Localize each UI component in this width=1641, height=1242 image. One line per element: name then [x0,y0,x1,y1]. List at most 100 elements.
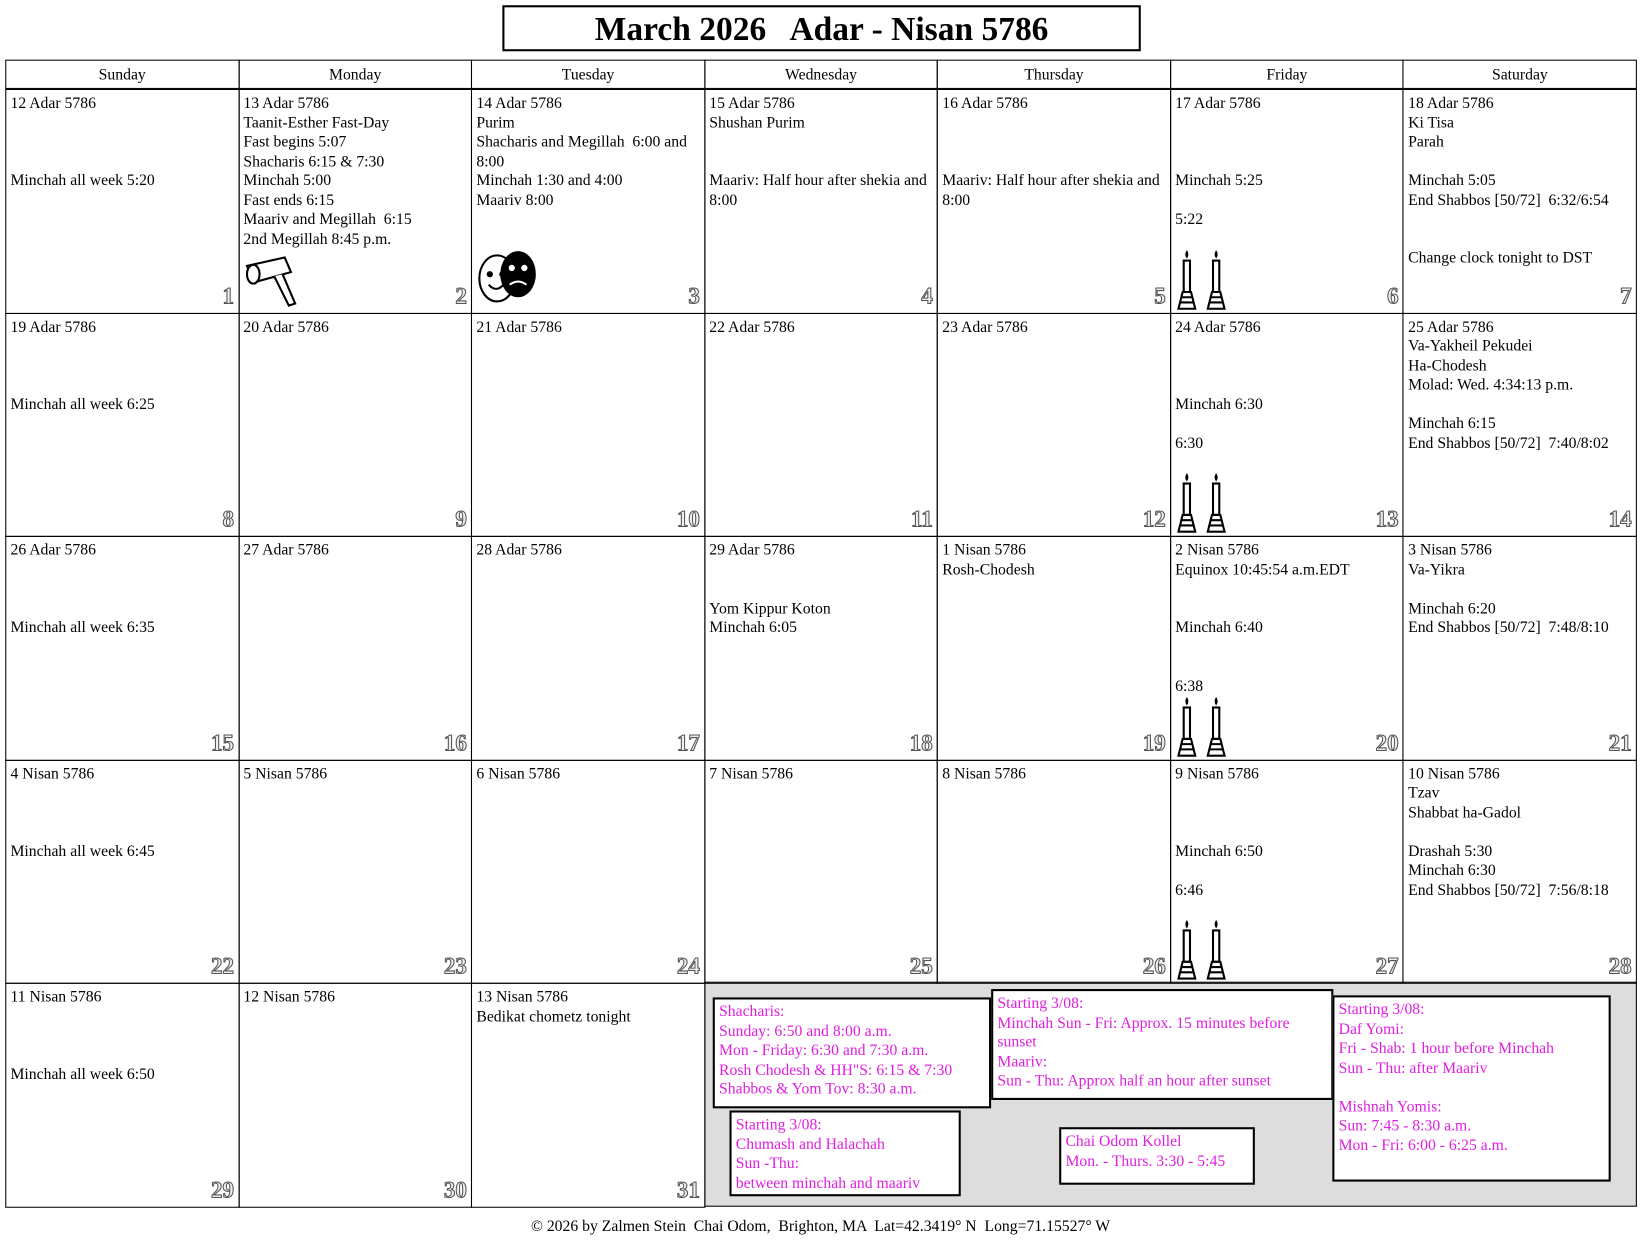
cell-line: End Shabbos [50/72] 7:48/8:10 [1408,619,1609,637]
day-cell: 12 Adar 5786 Minchah all week 5:20 1 [5,88,240,314]
cell-line: Minchah 6:15 [1408,415,1496,433]
day-cell: 26 Adar 5786 Minchah all week 6:35 15 [5,535,240,761]
weekday-header: Monday [238,59,473,89]
cell-line: Bedikat chometz tonight [476,1008,631,1026]
cell-line: Maariv: Half hour after shekia and 8:00 [942,172,1164,209]
day-number: 26 [1142,952,1166,979]
hebrew-date: 27 Adar 5786 [243,542,329,559]
cell-line: Va-Yikra [1408,561,1465,579]
cell-line: Minchah all week 6:25 [10,396,155,413]
day-cell: 3 Nisan 5786 Va-Yikra Minchah 6:20 End Shab… [1402,535,1637,761]
day-number: 12 [1142,505,1166,532]
day-cell: 17 Adar 5786 Minchah 5:25 5:22 6 [1169,88,1404,314]
day-number: 9 [455,505,468,532]
day-cell: 27 Adar 5786 16 [238,535,473,761]
hebrew-date: 13 Adar 5786 [243,95,329,112]
hebrew-date: 8 Nisan 5786 [942,765,1026,783]
cell-line: Minchah 6:05 [709,619,797,637]
weekday-header: Saturday [1402,59,1637,89]
cell-line: 6:38 [1175,677,1204,695]
day-number: 5 [1154,282,1167,309]
day-number: 20 [1375,728,1399,756]
cell-line: End Shabbos [50/72] 7:56/8:18 [1408,881,1609,899]
shabbat-candles-icon [1176,696,1226,757]
hebrew-date: 13 Nisan 5786 [476,989,568,1006]
day-number: 3 [688,282,701,309]
hebrew-date: 25 Adar 5786 [1408,318,1494,336]
hebrew-date: 21 Adar 5786 [476,318,562,336]
day-cell: 6 Nisan 5786 24 [471,759,706,984]
cell-line: Minchah all week 5:20 [10,172,155,190]
day-cell: 16 Adar 5786 Maariv: Half hour after shek… [937,88,1171,314]
note-box: Chai Odom Kollel Mon. - Thurs. 3:30 - 5:4… [1059,1127,1255,1185]
hebrew-date: 5 Nisan 5786 [243,765,328,783]
hebrew-date: 16 Adar 5786 [942,95,1028,112]
cell-line: 6:30 [1175,434,1204,452]
day-number: 29 [210,1175,234,1203]
day-number: 13 [1375,505,1399,532]
note-line: Sun - Thu: Approx half an hour after sun… [997,1072,1271,1090]
day-number: 16 [443,728,467,756]
cell-line: Minchah 6:20 [1408,600,1496,617]
hebrew-date: 18 Adar 5786 [1408,95,1494,112]
day-cell: 23 Adar 5786 12 [937,312,1171,537]
hebrew-date: 29 Adar 5786 [709,542,795,559]
day-cell: 25 Adar 5786 Va-Yakheil Pekudei Ha-Chodesh… [1402,312,1637,537]
day-number: 23 [443,952,467,979]
hebrew-date: 10 Nisan 5786 [1408,765,1500,783]
note-line: Starting 3/08: [735,1116,822,1134]
day-cell: 2 Nisan 5786 Equinox 10:45:54 a.m.EDT Minc… [1169,535,1404,761]
hebrew-date: 4 Nisan 5786 [10,765,95,783]
day-number: 7 [1620,282,1633,309]
day-cell: 19 Adar 5786 Minchah all week 6:25 8 [5,312,240,537]
cell-line: Minchah 6:30 [1408,862,1496,880]
day-cell: 28 Adar 5786 17 [471,535,706,761]
weekday-header: Thursday [937,59,1171,89]
day-number: 2 [455,282,468,309]
hebrew-date: 26 Adar 5786 [10,542,96,559]
cell-line: End Shabbos [50/72] 7:40/8:02 [1408,434,1609,452]
cell-line: Equinox 10:45:54 a.m.EDT [1175,561,1350,579]
day-cell: 18 Adar 5786 Ki Tisa Parah Minchah 5:05 End … [1402,88,1637,314]
day-cell: 10 Nisan 5786 Tzav Shabbat ha-Gadol Drashah… [1402,759,1637,984]
cell-line: Yom Kippur Koton [709,600,831,617]
note-line: Daf Yomi: [1338,1020,1405,1038]
day-cell: 5 Nisan 5786 23 [238,759,473,984]
shabbat-candles-icon [1176,473,1226,533]
note-line: Shacharis: [719,1003,785,1021]
note-box: Starting 3/08: Minchah Sun - Fri: Approx.… [991,989,1334,1100]
cell-line: Minchah all week 6:50 [10,1066,155,1084]
day-cell: 13 Adar 5786 Taanit-Esther Fast-Day Fast b… [238,88,473,314]
day-number: 28 [1608,952,1632,979]
hebrew-date: 9 Nisan 5786 [1175,765,1259,783]
day-number: 22 [210,952,234,979]
cell-line: Minchah all week 6:45 [10,843,155,860]
day-cell: 7 Nisan 5786 25 [704,759,939,984]
theater-masks-icon [478,251,536,303]
grogger-icon [245,256,297,307]
day-cell: 12 Nisan 5786 30 [238,982,473,1208]
hebrew-date: 14 Adar 5786 [476,95,562,112]
cell-line: Ha-Chodesh [1408,357,1487,375]
hebrew-date: 2 Nisan 5786 [1175,542,1259,559]
note-line: Sun -Thu: [735,1155,799,1173]
note-line: Fri - Shab: 1 hour before Minchah [1338,1040,1554,1058]
hebrew-date: 24 Adar 5786 [1175,318,1261,336]
note-box: Shacharis: Sunday: 6:50 and 8:00 a.m. Mon … [712,997,992,1109]
day-number: 19 [1142,728,1166,756]
day-number: 31 [676,1175,700,1203]
hebrew-date: 15 Adar 5786 [709,95,795,112]
shabbat-candles-icon [1176,919,1226,980]
cell-line: Tzav [1408,784,1440,802]
day-number: 30 [443,1175,467,1203]
note-line: Starting 3/08: [1338,1001,1425,1019]
cell-line: Minchah 6:40 [1175,619,1263,637]
day-number: 6 [1387,282,1400,309]
cell-line: Parah [1408,133,1444,151]
day-number: 8 [222,505,235,532]
hebrew-date: 7 Nisan 5786 [709,765,794,783]
weekday-header: Wednesday [704,59,939,89]
hebrew-date: 12 Nisan 5786 [243,989,335,1006]
